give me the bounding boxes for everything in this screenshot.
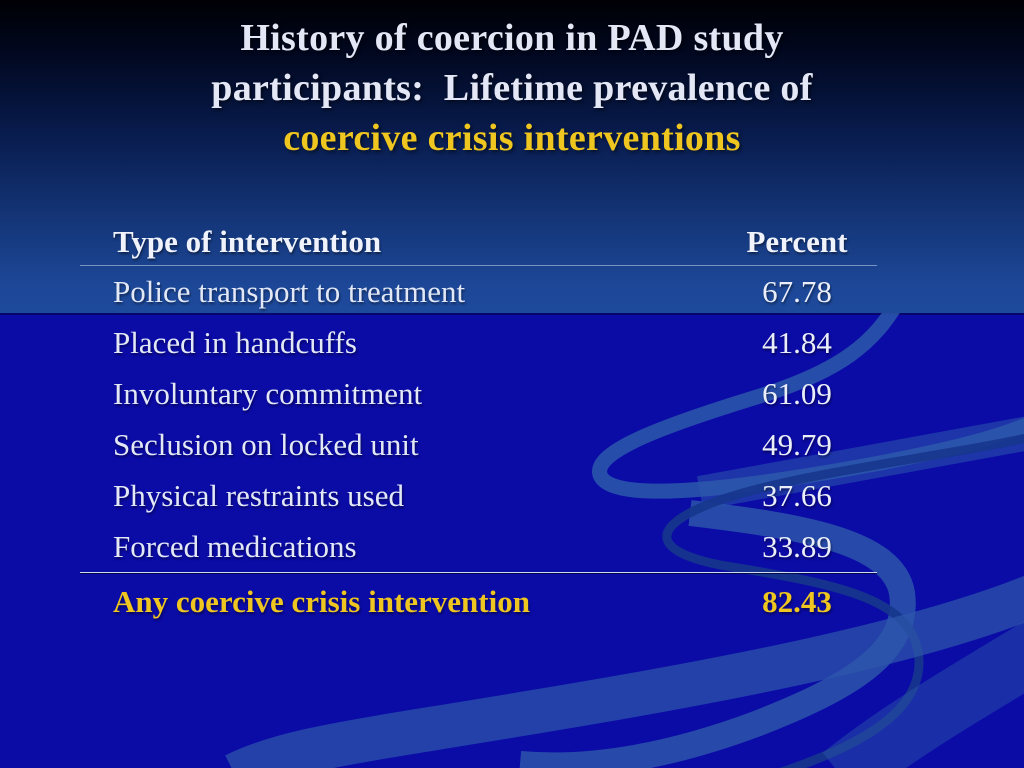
background-solid — [0, 313, 1024, 768]
prevalence-table: Type of intervention Percent Police tran… — [80, 219, 877, 629]
slide-title-line-1: History of coercion in PAD study — [240, 17, 784, 59]
slide-title-line-2: participants: Lifetime prevalence of — [211, 67, 813, 109]
slide-title: History of coercion in PAD study partici… — [0, 13, 1024, 163]
column-header-intervention: Type of intervention — [113, 224, 382, 259]
table-row: Seclusion on locked unit 49.79 — [80, 419, 877, 470]
slide-title-line-3: coercive crisis interventions — [283, 117, 741, 159]
percent-value: 67.78 — [762, 273, 832, 309]
table-row: Police transport to treatment 67.78 — [80, 266, 877, 317]
percent-value: 37.66 — [762, 477, 832, 513]
percent-value: 33.89 — [762, 528, 832, 564]
percent-value: 49.79 — [762, 426, 832, 462]
total-row-label: Any coercive crisis intervention — [113, 583, 530, 619]
table-header-row: Type of intervention Percent — [80, 219, 877, 266]
table-body: Police transport to treatment 67.78 Plac… — [80, 266, 877, 573]
table-total-row: Any coercive crisis intervention 82.43 — [80, 573, 877, 629]
percent-value: 61.09 — [762, 375, 832, 411]
intervention-label: Forced medications — [113, 528, 357, 564]
table-row: Forced medications 33.89 — [80, 521, 877, 572]
intervention-label: Seclusion on locked unit — [113, 426, 419, 462]
intervention-label: Placed in handcuffs — [113, 324, 357, 360]
percent-value: 41.84 — [762, 324, 832, 360]
intervention-label: Involuntary commitment — [113, 375, 423, 411]
table-row: Involuntary commitment 61.09 — [80, 368, 877, 419]
table-row: Placed in handcuffs 41.84 — [80, 317, 877, 368]
table-row: Physical restraints used 37.66 — [80, 470, 877, 521]
background-gradient — [0, 0, 1024, 313]
total-row-value: 82.43 — [762, 583, 832, 619]
intervention-label: Physical restraints used — [113, 477, 405, 513]
intervention-label: Police transport to treatment — [113, 273, 466, 309]
column-header-percent: Percent — [746, 224, 848, 259]
swirl-decoration-graphic — [225, 313, 1024, 768]
